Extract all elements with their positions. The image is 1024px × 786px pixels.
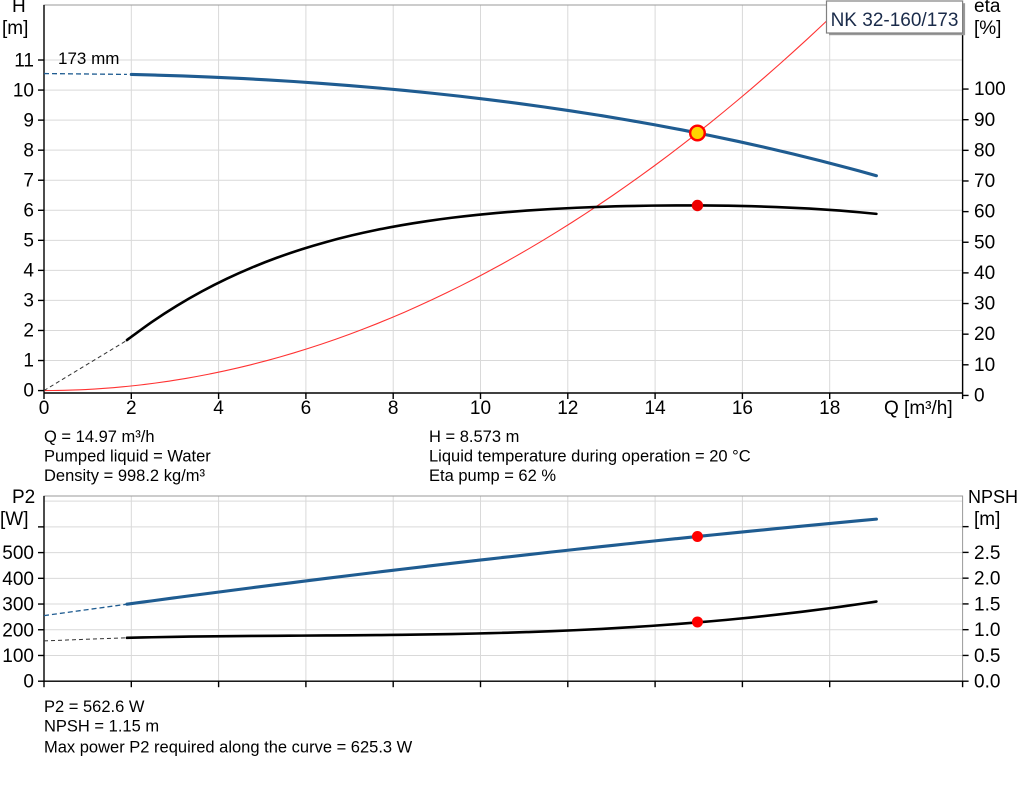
svg-text:2.5: 2.5 — [974, 543, 1000, 564]
svg-text:173 mm: 173 mm — [58, 49, 119, 68]
svg-text:[%]: [%] — [974, 18, 1001, 39]
svg-text:10: 10 — [470, 398, 491, 419]
svg-text:H = 8.573 m: H = 8.573 m — [429, 428, 519, 446]
svg-text:14: 14 — [645, 398, 667, 419]
svg-text:Eta pump = 62 %: Eta pump = 62 % — [429, 467, 556, 485]
svg-text:0: 0 — [23, 381, 34, 402]
svg-text:60: 60 — [974, 202, 995, 223]
svg-text:0: 0 — [23, 672, 34, 693]
svg-text:11: 11 — [14, 51, 34, 72]
svg-text:1.0: 1.0 — [974, 620, 1000, 641]
svg-text:P2 = 562.6 W: P2 = 562.6 W — [44, 698, 145, 716]
svg-text:40: 40 — [974, 263, 995, 284]
svg-text:Q = 14.97 m³/h: Q = 14.97 m³/h — [44, 428, 155, 446]
svg-text:4: 4 — [23, 261, 34, 282]
svg-text:NPSH: NPSH — [968, 487, 1018, 507]
svg-text:90: 90 — [974, 110, 995, 131]
svg-text:8: 8 — [23, 141, 34, 162]
svg-text:eta: eta — [974, 0, 1001, 17]
svg-text:1: 1 — [23, 351, 34, 372]
svg-text:200: 200 — [2, 620, 34, 641]
svg-text:[m]: [m] — [2, 18, 28, 39]
svg-text:Density = 998.2 kg/m³: Density = 998.2 kg/m³ — [44, 467, 205, 485]
svg-text:16: 16 — [732, 398, 753, 419]
svg-text:0: 0 — [974, 386, 985, 407]
svg-text:4: 4 — [213, 398, 224, 419]
svg-text:7: 7 — [23, 171, 34, 192]
svg-text:2.0: 2.0 — [974, 569, 1000, 590]
svg-text:80: 80 — [974, 140, 995, 161]
svg-text:8: 8 — [388, 398, 399, 419]
svg-text:70: 70 — [974, 171, 995, 192]
svg-text:[m]: [m] — [974, 509, 1000, 530]
svg-text:NPSH = 1.15 m: NPSH = 1.15 m — [44, 718, 159, 736]
svg-text:0: 0 — [39, 398, 50, 419]
svg-text:18: 18 — [819, 398, 840, 419]
svg-text:NK 32-160/173: NK 32-160/173 — [831, 10, 959, 31]
svg-text:2: 2 — [23, 321, 34, 342]
svg-text:500: 500 — [2, 543, 34, 564]
svg-text:10: 10 — [13, 81, 34, 102]
svg-text:[W]: [W] — [0, 509, 29, 530]
svg-text:12: 12 — [557, 398, 578, 419]
svg-text:Liquid temperature during oper: Liquid temperature during operation = 20… — [429, 448, 751, 466]
svg-text:50: 50 — [974, 232, 995, 253]
svg-text:6: 6 — [23, 201, 34, 222]
svg-text:300: 300 — [2, 595, 34, 616]
svg-text:1.5: 1.5 — [974, 594, 1000, 615]
svg-text:H: H — [12, 0, 26, 17]
svg-text:100: 100 — [2, 646, 34, 667]
svg-text:400: 400 — [2, 569, 34, 590]
svg-text:100: 100 — [974, 79, 1006, 100]
svg-text:30: 30 — [974, 294, 995, 315]
svg-text:Max power P2 required along th: Max power P2 required along the curve = … — [44, 739, 413, 757]
svg-text:3: 3 — [23, 291, 34, 312]
svg-text:20: 20 — [974, 324, 995, 345]
svg-text:10: 10 — [974, 355, 995, 376]
svg-text:0.5: 0.5 — [974, 646, 1000, 667]
svg-text:6: 6 — [301, 398, 312, 419]
svg-text:Q [m³/h]: Q [m³/h] — [884, 398, 953, 419]
svg-text:Pumped liquid = Water: Pumped liquid = Water — [44, 448, 211, 466]
svg-text:0.0: 0.0 — [974, 672, 1000, 693]
svg-text:P2: P2 — [12, 487, 35, 508]
svg-text:2: 2 — [126, 398, 137, 419]
svg-text:5: 5 — [23, 231, 34, 252]
svg-text:9: 9 — [23, 111, 34, 132]
